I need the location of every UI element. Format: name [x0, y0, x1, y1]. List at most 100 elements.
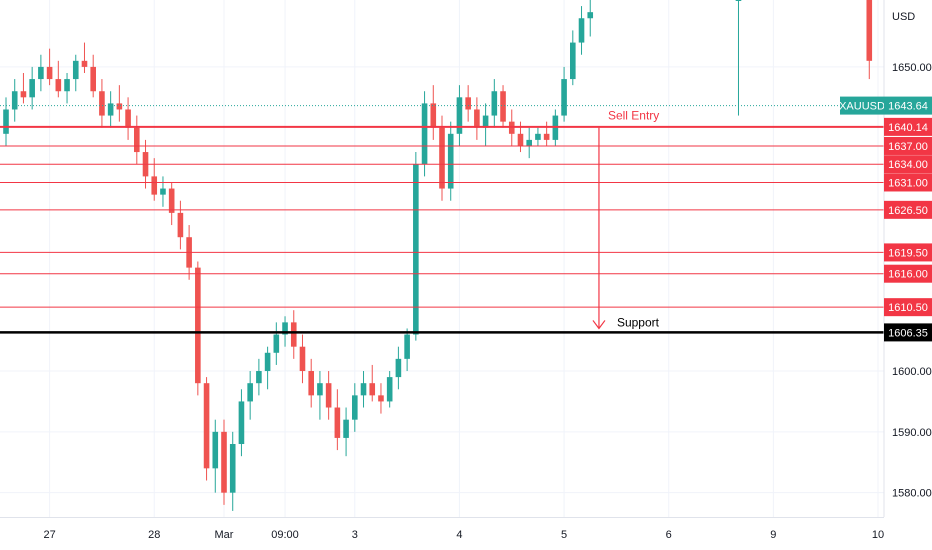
candle-body	[107, 103, 114, 116]
candle	[543, 121, 550, 146]
candle	[474, 97, 480, 140]
candle	[72, 54, 79, 92]
candle-body	[72, 60, 79, 80]
candle-body	[386, 377, 393, 402]
candle-body	[587, 12, 594, 19]
candle-body	[229, 444, 236, 493]
time-axis[interactable]: 27 28 Mar 09:00 3 4 5 6 9 10	[0, 517, 884, 542]
x-tick-label: 9	[770, 529, 776, 541]
support-label: Support	[617, 315, 660, 329]
candle	[526, 127, 532, 159]
candle-body	[151, 176, 158, 195]
candle-body	[299, 346, 306, 372]
candle	[38, 54, 44, 92]
candle-series	[3, 0, 873, 511]
level-tag-label: 1619.50	[888, 247, 928, 259]
candle-body	[221, 431, 227, 493]
candle-body	[20, 91, 27, 98]
candle	[247, 371, 253, 420]
candle	[378, 383, 384, 414]
symbol-tag-bg	[840, 96, 884, 115]
candle	[587, 0, 594, 37]
level-tag-bg	[884, 136, 932, 155]
candle-body	[203, 383, 210, 469]
candle-body	[81, 60, 88, 67]
candle-body	[543, 133, 550, 140]
candle-body	[866, 0, 873, 61]
y-tick-label: 1650.00	[892, 62, 932, 74]
candle-body	[517, 133, 524, 146]
candle-body	[238, 401, 245, 445]
sell-arrow-head	[592, 320, 606, 330]
level-tag-label: 1631.00	[888, 177, 928, 189]
candle-body	[256, 371, 262, 384]
candle-body	[273, 334, 280, 353]
candle	[570, 30, 576, 86]
candle-body	[491, 91, 498, 116]
x-tick-label: 10	[872, 529, 884, 541]
price-levels	[0, 105, 884, 334]
level-tag-bg	[884, 155, 932, 174]
candle	[299, 334, 306, 384]
candle	[735, 0, 742, 116]
candle	[273, 322, 280, 365]
candle-body	[369, 383, 376, 396]
candle	[151, 158, 158, 201]
level-tag-bg	[884, 243, 932, 262]
candle-body	[430, 103, 437, 128]
candle-body	[264, 352, 271, 372]
candle	[491, 79, 498, 128]
candle	[421, 91, 428, 177]
grid-lines	[0, 0, 884, 517]
candle	[29, 66, 35, 110]
x-tick-label: 28	[148, 529, 160, 541]
candle-body	[404, 334, 410, 359]
candle-body	[439, 127, 445, 189]
support-tag-bg	[884, 323, 932, 342]
current-price-tag-label: 1643.64	[888, 101, 928, 113]
x-tick-label: Mar	[215, 529, 234, 541]
candle-body	[247, 383, 253, 402]
candle-body	[570, 42, 576, 80]
candle-body	[325, 383, 332, 408]
x-tick-label: 3	[352, 529, 358, 541]
candle	[308, 358, 314, 408]
candle	[90, 54, 96, 98]
candle	[212, 419, 219, 493]
candle	[256, 358, 262, 396]
level-tag-bg	[884, 117, 932, 136]
candle	[3, 97, 9, 146]
candle-body	[308, 371, 314, 396]
candle-body	[177, 212, 184, 238]
candle	[465, 85, 471, 122]
candle	[11, 79, 18, 122]
candle-body	[500, 91, 506, 122]
candle	[160, 176, 166, 207]
candle-body	[421, 103, 428, 165]
candle-body	[212, 431, 219, 469]
candle	[386, 371, 393, 408]
candle	[482, 103, 489, 146]
candle	[20, 72, 27, 104]
candle	[561, 66, 567, 122]
candle	[177, 200, 184, 250]
x-tick-label: 5	[561, 529, 567, 541]
y-tick-label: 1580.00	[892, 488, 932, 500]
candle	[352, 383, 358, 432]
candle-body	[64, 79, 70, 92]
candle	[395, 346, 402, 390]
candle	[64, 72, 70, 104]
y-tick-label: 1600.00	[892, 366, 932, 378]
candle	[430, 85, 437, 140]
candle-body	[378, 395, 384, 402]
candle-body	[343, 419, 349, 438]
price-axis[interactable]: 1650.00 1600.00 1590.00 1580.00 USD XAUUSD 164…	[839, 0, 932, 517]
candle-body	[395, 358, 402, 378]
candle	[195, 261, 201, 396]
level-tag-label: 1616.00	[888, 269, 928, 281]
candle	[413, 152, 419, 341]
candle	[447, 121, 454, 201]
current-price-tag-bg	[884, 96, 932, 115]
candle-body	[482, 115, 489, 128]
